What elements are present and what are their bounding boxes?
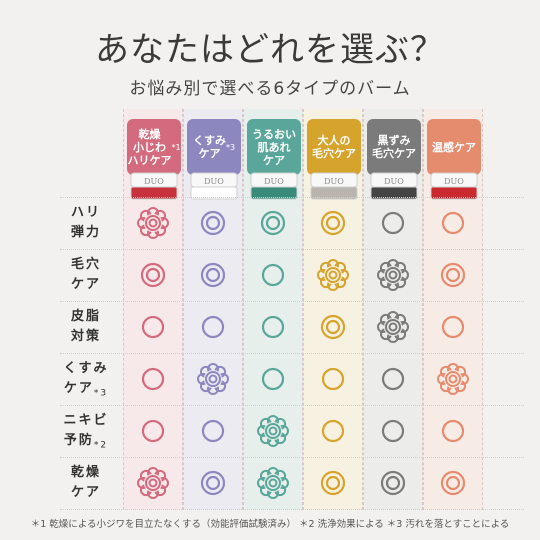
row-divider: [60, 457, 524, 458]
flower-circle-icon: [317, 259, 349, 291]
row-divider: [60, 353, 524, 354]
balm-jar-icon: DUO: [250, 172, 298, 200]
row-divider: [60, 197, 524, 198]
single-circle-icon: [441, 211, 465, 235]
flower-circle-icon: [137, 467, 169, 499]
product-column: 黒ずみ 毛穴ケア DUO: [363, 109, 423, 510]
single-circle-icon: [261, 263, 285, 287]
row-label: 乾燥 ケア: [70, 465, 101, 500]
double-circle-icon: [200, 470, 226, 496]
flower-circle-icon: [437, 363, 469, 395]
jar-brand-text: DUO: [444, 177, 464, 186]
single-circle-icon: [381, 367, 405, 391]
single-circle-icon: [141, 315, 165, 339]
product-column: 乾燥 小じわ ハリケア *1 DUO: [123, 109, 183, 510]
double-circle-icon: [320, 210, 346, 236]
balm-jar-icon: DUO: [130, 172, 178, 200]
single-circle-icon: [441, 315, 465, 339]
product-label: うるおい 肌あれ ケア: [247, 119, 301, 175]
product-column: うるおい 肌あれ ケア DUO: [243, 109, 303, 510]
single-circle-icon: [381, 419, 405, 443]
double-circle-icon: [200, 262, 226, 288]
single-circle-icon: [261, 367, 285, 391]
product-column: 温感ケア DUO: [423, 109, 483, 510]
single-circle-icon: [321, 419, 345, 443]
row-label: ニキビ 予防*2: [63, 413, 109, 451]
jar-brand-text: DUO: [204, 177, 224, 186]
single-circle-icon: [261, 315, 285, 339]
flower-circle-icon: [377, 259, 409, 291]
flower-circle-icon: [377, 311, 409, 343]
double-circle-icon: [320, 470, 346, 496]
balm-jar-icon: DUO: [310, 172, 358, 200]
page-title: あなたはどれを選ぶ？: [95, 30, 445, 70]
product-label: 乾燥 小じわ ハリケア *1: [127, 119, 181, 175]
row-divider: [60, 405, 524, 406]
single-circle-icon: [201, 315, 225, 339]
jar-brand-text: DUO: [324, 177, 344, 186]
single-circle-icon: [321, 367, 345, 391]
product-label: くすみ ケア *3: [187, 119, 241, 175]
single-circle-icon: [141, 367, 165, 391]
row-label: くすみ ケア*3: [63, 361, 109, 399]
single-circle-icon: [381, 211, 405, 235]
flower-circle-icon: [137, 207, 169, 239]
page-subtitle: お悩み別で選べる6タイプのバーム: [129, 79, 411, 99]
double-circle-icon: [200, 210, 226, 236]
double-circle-icon: [140, 262, 166, 288]
row-divider: [60, 249, 524, 250]
double-circle-icon: [440, 262, 466, 288]
jar-brand-text: DUO: [384, 177, 404, 186]
row-note-mark: *3: [93, 388, 109, 399]
jar-brand-text: DUO: [264, 177, 284, 186]
double-circle-icon: [380, 470, 406, 496]
row-divider: [60, 301, 524, 302]
single-circle-icon: [201, 419, 225, 443]
row-label: 毛穴 ケア: [70, 257, 101, 292]
single-circle-icon: [141, 419, 165, 443]
flower-circle-icon: [257, 467, 289, 499]
product-note-mark: *1: [171, 142, 181, 152]
row-label: ハリ 弾力: [70, 205, 101, 240]
balm-jar-icon: DUO: [370, 172, 418, 200]
row-note-mark: *2: [93, 440, 109, 451]
product-column: 大人の 毛穴ケア DUO: [303, 109, 363, 510]
double-circle-icon: [260, 210, 286, 236]
balm-jar-icon: DUO: [430, 172, 478, 200]
flower-circle-icon: [257, 415, 289, 447]
double-circle-icon: [440, 470, 466, 496]
product-column: くすみ ケア *3 DUO: [183, 109, 243, 510]
balm-jar-icon: DUO: [190, 172, 238, 200]
jar-brand-text: DUO: [144, 177, 164, 186]
row-label: 皮脂 対策: [70, 309, 101, 344]
product-label: 大人の 毛穴ケア: [307, 119, 361, 175]
product-label: 温感ケア: [427, 119, 481, 175]
footnote: ＊1 乾燥による小ジワを目立たなくする（効能評価試験済み） ＊2 洗浄効果による…: [30, 519, 510, 530]
flower-circle-icon: [197, 363, 229, 395]
single-circle-icon: [441, 419, 465, 443]
double-circle-icon: [320, 314, 346, 340]
product-label: 黒ずみ 毛穴ケア: [367, 119, 421, 175]
row-divider: [60, 509, 524, 510]
product-note-mark: *3: [225, 142, 236, 152]
